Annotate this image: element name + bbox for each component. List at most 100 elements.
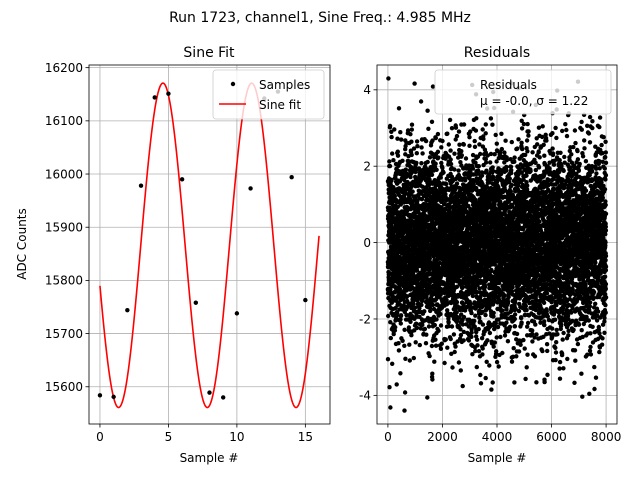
residual-point [516, 349, 522, 354]
residual-point [398, 313, 404, 318]
residual-point [393, 325, 398, 330]
residual-point [443, 337, 448, 342]
residual-point [482, 284, 488, 289]
residual-point [518, 342, 523, 347]
residual-point [408, 319, 413, 324]
residual-point [504, 307, 509, 312]
residual-point [516, 137, 521, 142]
residual-point [410, 183, 415, 188]
residual-point [398, 317, 403, 322]
residual-point [402, 343, 407, 348]
residual-point [429, 172, 435, 177]
residual-point [436, 328, 441, 333]
residual-point [430, 377, 435, 382]
residual-point [403, 167, 408, 172]
sine-fit-subplot: Sine Fit 0 5 10 151560015700158001590016000… [15, 45, 331, 465]
residual-point [470, 166, 476, 171]
residual-point [509, 139, 514, 145]
residual-point [449, 324, 455, 329]
residual-point [479, 336, 485, 341]
residual-point [448, 336, 453, 342]
residual-point [433, 337, 438, 342]
residual-point [476, 326, 481, 332]
residual-point [407, 358, 412, 363]
residual-point [494, 349, 499, 354]
residual-point [461, 338, 466, 343]
residual-point [405, 298, 410, 304]
residual-point [512, 159, 517, 164]
sample-point [166, 91, 171, 96]
residual-point [475, 343, 480, 348]
residual-point [461, 142, 466, 147]
residual-point [385, 357, 391, 362]
residual-point [405, 128, 411, 133]
residual-point [399, 137, 404, 142]
sample-point [179, 177, 185, 182]
residual-point [469, 334, 474, 339]
residual-point [490, 380, 495, 385]
residual-point [409, 165, 414, 171]
residual-point [474, 116, 479, 121]
sine-fit-ytick-label: 16200 [45, 61, 83, 75]
sine-fit-ytick-label: 16000 [45, 167, 83, 181]
residual-point [507, 176, 512, 181]
residual-point [430, 371, 435, 376]
residual-point [500, 350, 505, 356]
residual-point [396, 348, 402, 353]
sine-fit-ticks: 0 5 10 151560015700158001590016000161001620… [45, 61, 313, 444]
residual-point [491, 310, 496, 316]
sine-fit-ytick-label: 15800 [45, 274, 83, 288]
residual-point [419, 161, 424, 166]
residual-point [388, 335, 393, 341]
residual-point [502, 293, 507, 298]
residual-point [480, 352, 485, 357]
residual-point [410, 189, 415, 194]
residual-point [423, 138, 429, 144]
sample-point [234, 311, 240, 316]
residual-point [450, 365, 455, 370]
residual-point [483, 122, 488, 127]
residual-point [425, 108, 430, 113]
residual-point [425, 315, 431, 321]
figure-suptitle: Run 1723, channel1, Sine Freq.: 4.985 MH… [169, 10, 471, 26]
residual-point [409, 152, 414, 158]
residual-point [409, 139, 414, 144]
residual-point [409, 122, 415, 127]
sine-fit-ytick-label: 15700 [45, 327, 83, 341]
residual-point [505, 339, 511, 344]
residual-point [473, 313, 478, 318]
residual-point [395, 136, 400, 141]
residual-point [515, 146, 520, 151]
sample-point [207, 390, 212, 395]
residual-point [406, 325, 412, 330]
residual-point [427, 256, 432, 261]
sine-fit-ylabel: ADC Counts [15, 208, 29, 280]
residual-point [467, 135, 472, 140]
residual-point [439, 145, 444, 150]
residual-point [474, 364, 479, 370]
sine-fit-line-layer [99, 82, 320, 409]
sine-fit-title: Sine Fit [183, 45, 235, 61]
residual-point [493, 132, 498, 138]
residual-point [433, 135, 438, 141]
sample-point [111, 394, 116, 400]
residual-point [478, 372, 483, 378]
residual-point [394, 382, 399, 387]
residual-point [485, 338, 490, 343]
residual-point [435, 149, 441, 154]
residual-point [445, 131, 450, 136]
residual-point [480, 346, 485, 351]
residual-point [499, 131, 504, 136]
residual-point [419, 197, 425, 202]
sine-fit-xtick-label: 15 [298, 430, 313, 444]
residual-point [425, 159, 430, 165]
residual-point [398, 321, 403, 326]
residual-point [489, 387, 494, 392]
residual-point [469, 310, 474, 316]
residual-point [456, 129, 462, 134]
residual-point [407, 342, 412, 347]
residual-point [484, 168, 489, 173]
residual-point [404, 312, 409, 318]
residual-point [428, 308, 433, 314]
